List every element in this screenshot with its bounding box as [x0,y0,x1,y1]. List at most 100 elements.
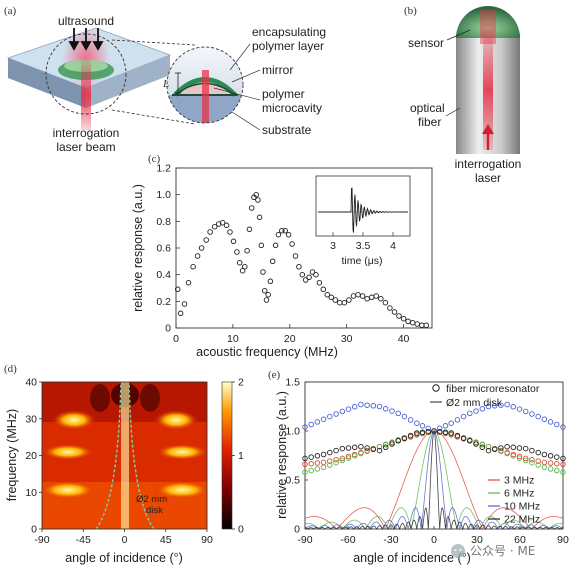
inset-x-label: time (μs) [341,255,382,267]
c-data-point [414,321,420,327]
e-x-label: angle of incidence (°) [353,551,471,565]
c-data-point [332,297,339,303]
d-x-tick-label: 45 [160,534,172,546]
e-x-tick-label: 60 [514,534,526,546]
e-data-point [358,401,364,408]
e-legend-fiber: fiber microresonator [446,383,540,395]
c-y-ticks: 0 0.2 0.4 0.6 0.8 1.0 1.2 [156,163,180,335]
e-data-point [554,460,560,467]
c-data-point [419,322,425,329]
d-annotation-1: Ø2 mm [136,494,167,505]
c-data-point [234,249,240,255]
c-data-point [269,258,276,265]
e-data-point [339,457,346,464]
e-data-point [547,419,554,425]
d-y-tick-label: 0 [31,524,37,536]
d-x-tick-label: 0 [122,534,128,546]
interr-label-1: interrogation [455,157,522,171]
e-data-point [320,464,327,471]
e-x-tick-label: -30 [383,534,398,546]
e-data-point [302,469,308,475]
e-data-point [327,462,333,468]
optical-label-2: fiber [418,115,441,129]
e-data-point [479,444,486,451]
d-y-tick-label: 30 [25,413,37,425]
c-data-point [248,205,255,211]
e-data-point [535,458,541,464]
c-data-point [396,313,402,319]
e-data-point [376,403,383,410]
c-data-point [405,318,411,325]
e-data-point [407,432,414,439]
c-data-point [219,219,226,226]
c-data-point [378,295,384,302]
e-data-point [395,410,401,417]
e-data-point [401,435,408,441]
e-data-point [302,461,308,468]
c-data-point [194,253,201,259]
d-colorbar-tick-label: 1 [238,450,244,462]
e-data-point [485,403,492,410]
e-data-point [345,455,352,461]
e-y-tick-label: 0.5 [285,475,300,487]
c-data-point [296,263,302,270]
e-data-point [529,456,535,463]
sensor-dome [456,6,520,38]
panel-c-label: (c) [148,153,161,165]
c-data-point [272,242,279,249]
e-data-point [314,460,321,466]
e-data-point [442,429,449,436]
c-data-point [174,286,181,293]
e-data-point [419,429,426,436]
e-data-point [504,450,510,457]
e-data-point [448,420,454,426]
sensor-label: sensor [408,36,444,50]
e-disk-lines [304,429,564,531]
c-data-point [292,253,299,259]
encap-label-1: encapsulating [252,25,326,39]
e-data-point [436,428,443,435]
d-y-tick-label: 40 [25,377,37,389]
optical-label-1: optical [410,101,445,115]
c-y-tick-label: 0.2 [156,296,171,308]
e-data-point [541,464,548,471]
e-data-point [535,449,541,456]
e-data-point [351,404,358,410]
e-data-point [516,455,523,461]
d-y-tick-label: 20 [25,450,37,462]
c-y-tick-label: 0.6 [156,243,171,255]
e-data-point [431,428,437,434]
c-data-point [350,293,357,299]
e-data-point [382,406,389,412]
e-data-point [541,459,548,466]
e-data-point [414,430,420,436]
e-data-point [479,406,486,412]
c-data-point [341,299,348,306]
e-data-point [498,448,504,455]
c-data-point [289,241,295,247]
c-data-point [260,269,266,275]
e-data-point [448,430,454,436]
c-data-point [263,297,270,303]
c-data-point [364,295,370,302]
e-x-tick-label: -90 [297,534,312,546]
c-data-point [256,214,263,221]
c-data-point [181,301,188,307]
wechat-icon [451,544,465,558]
c-data-point [337,299,343,306]
panel-a: (a) ultrasound interrogation laser beam [4,5,326,154]
ultrasound-arrows [68,28,104,51]
e-legend-label: 22 MHz [504,514,540,526]
e-data-point [302,424,308,430]
e-data-point [491,446,498,453]
c-data-point [313,271,319,278]
e-data-point [395,438,401,444]
c-y-tick-label: 0 [165,323,171,335]
panel-e-label: (e) [268,369,281,381]
c-x-label: acoustic frequency (MHz) [196,345,338,359]
c-data-point [267,278,274,285]
c-data-point [299,271,306,278]
e-data-point [339,455,346,462]
